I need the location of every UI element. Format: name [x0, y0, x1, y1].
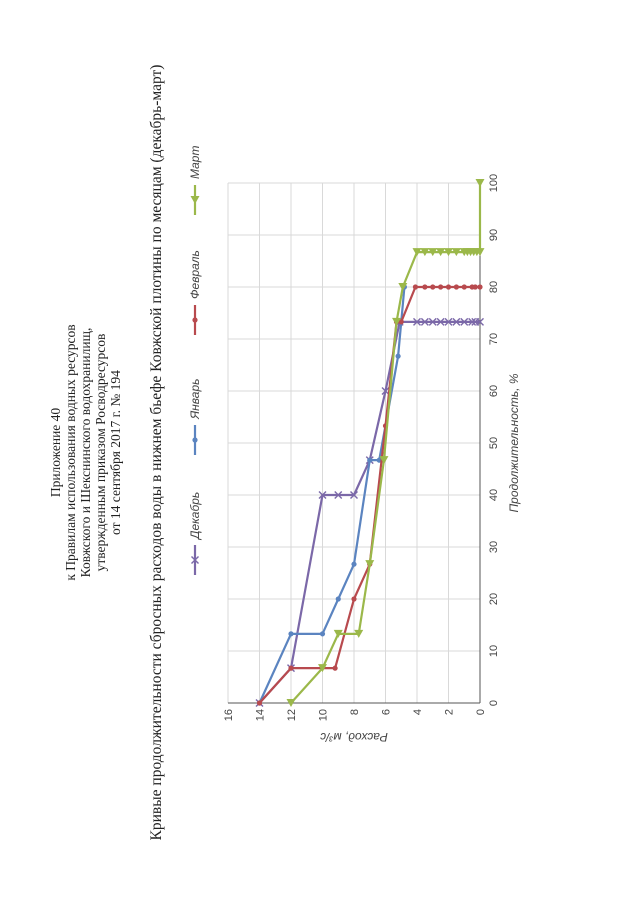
- x-tick-label: 0: [488, 700, 500, 706]
- data-point-dec: [452, 317, 461, 326]
- data-point-dec: [460, 317, 469, 326]
- data-point-mar: [444, 248, 453, 257]
- data-point-mar: [428, 248, 438, 257]
- series-mar: [286, 179, 485, 707]
- x-tick-label: 10: [488, 645, 500, 657]
- data-point-dec: [436, 317, 445, 326]
- y-tick-label: 14: [255, 709, 267, 721]
- data-point-feb: [332, 665, 338, 671]
- data-point-mar: [398, 283, 408, 291]
- data-point-mar: [436, 248, 446, 257]
- x-tick-label: 40: [488, 489, 500, 501]
- x-tick-label: 70: [488, 333, 500, 345]
- data-point-jan: [335, 596, 341, 602]
- legend-item-mar: Март: [188, 146, 202, 215]
- legend-label-mar: Март: [188, 146, 202, 179]
- data-point-dec: [428, 317, 437, 326]
- data-point-feb: [477, 284, 483, 290]
- data-point-mar: [475, 179, 485, 187]
- x-tick-label: 60: [488, 385, 500, 397]
- legend-label-jan: Январь: [188, 379, 202, 420]
- y-tick-label: 12: [286, 709, 298, 721]
- legend: Декабрь Январь Февраль Март: [188, 146, 202, 575]
- x-axis-label: Продолжительность, %: [507, 373, 521, 512]
- x-tick-label: 20: [488, 593, 500, 605]
- x-tick-label: 50: [488, 437, 500, 449]
- series-layer: [255, 179, 485, 707]
- data-point-jan: [351, 561, 357, 567]
- series-dec: [255, 317, 484, 707]
- data-point-feb: [445, 284, 452, 290]
- data-point-mar: [379, 456, 389, 465]
- legend-marker-dec: [191, 556, 199, 564]
- legend-item-dec: Декабрь: [188, 492, 202, 575]
- data-point-mar: [354, 629, 364, 638]
- data-point-mar: [286, 699, 296, 707]
- data-point-dec: [381, 387, 390, 395]
- legend-label-dec: Декабрь: [188, 492, 202, 541]
- x-tick-label: 100: [488, 174, 500, 192]
- data-point-mar: [451, 248, 461, 257]
- series-line-jan: [258, 286, 406, 704]
- data-point-jan: [367, 457, 373, 463]
- data-point-jan: [395, 353, 401, 359]
- legend-marker-jan: [192, 437, 198, 443]
- legend-item-feb: Февраль: [188, 250, 202, 335]
- legend-label-feb: Февраль: [188, 250, 202, 299]
- data-point-mar: [392, 317, 402, 326]
- data-point-dec: [413, 317, 421, 326]
- x-tick-label: 90: [488, 229, 500, 241]
- data-point-feb: [351, 596, 357, 602]
- data-point-dec: [318, 491, 327, 499]
- data-point-feb: [398, 319, 404, 325]
- data-point-feb: [422, 284, 428, 290]
- data-point-mar: [475, 248, 485, 257]
- data-point-feb: [438, 284, 444, 290]
- data-point-feb: [256, 700, 263, 706]
- data-point-dec: [468, 317, 477, 326]
- data-point-feb: [453, 284, 459, 290]
- x-axis-ticks: 0 10 20 30 40 50 60 70 80 90 100: [488, 174, 500, 706]
- data-point-dec: [334, 491, 343, 499]
- data-point-feb: [430, 284, 436, 290]
- legend-marker-mar: [190, 196, 200, 204]
- y-tick-label: 6: [381, 709, 393, 715]
- y-tick-label: 2: [444, 709, 456, 715]
- data-point-jan: [319, 631, 326, 637]
- y-axis-label: Расход, м³/с: [320, 730, 388, 744]
- data-point-dec: [350, 491, 358, 499]
- x-tick-label: 80: [488, 281, 500, 293]
- y-tick-label: 8: [349, 709, 361, 715]
- data-point-mar: [333, 629, 343, 638]
- x-tick-label: 30: [488, 541, 500, 553]
- y-tick-label: 4: [412, 709, 424, 715]
- y-tick-label: 10: [318, 709, 330, 721]
- y-tick-label: 0: [475, 709, 487, 715]
- data-point-mar: [318, 664, 327, 673]
- data-point-feb: [461, 284, 467, 290]
- legend-marker-feb: [192, 317, 198, 323]
- data-point-feb: [412, 284, 419, 290]
- data-point-feb: [288, 665, 294, 671]
- data-point-feb: [472, 284, 478, 290]
- data-point-jan: [288, 631, 294, 637]
- y-tick-label: 16: [223, 709, 235, 721]
- series-line-dec: [258, 320, 480, 704]
- data-point-mar: [420, 248, 430, 257]
- data-point-mar: [365, 560, 375, 569]
- data-point-dec: [420, 317, 429, 326]
- legend-item-jan: Январь: [188, 379, 202, 455]
- data-point-mar: [412, 248, 422, 257]
- data-point-dec: [476, 317, 484, 326]
- y-axis-ticks: 0 2 4 6 8 10 12 14 16: [223, 709, 487, 721]
- grid: [227, 182, 480, 703]
- data-point-dec: [444, 317, 453, 326]
